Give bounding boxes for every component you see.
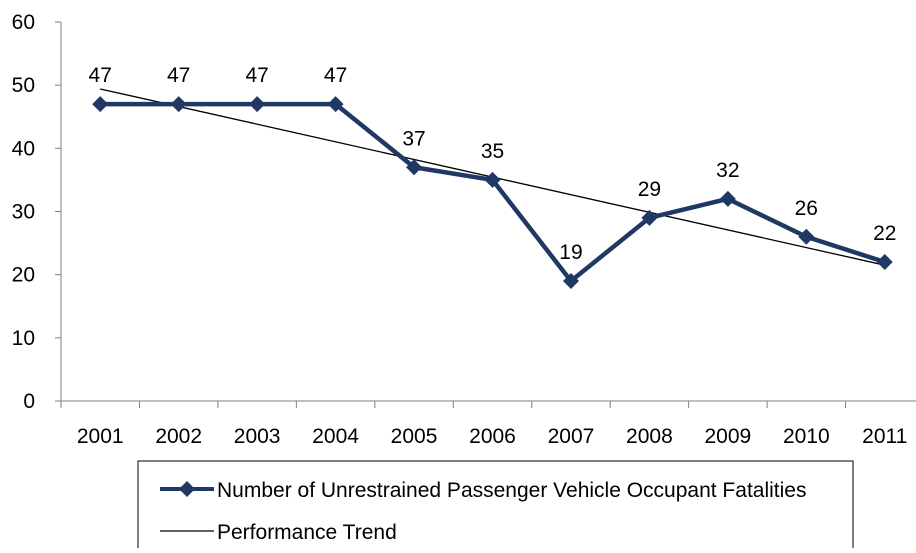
legend: Number of Unrestrained Passenger Vehicle… — [137, 460, 854, 553]
data-point-marker — [327, 96, 344, 113]
data-point-marker — [876, 254, 893, 271]
y-tick-label: 0 — [23, 390, 35, 413]
data-point-marker — [92, 96, 109, 113]
legend-label-trend: Performance Trend — [217, 521, 397, 544]
y-tick-label: 20 — [12, 264, 35, 287]
x-tick-label: 2009 — [705, 425, 752, 448]
x-tick-label: 2008 — [626, 425, 673, 448]
data-point-marker — [170, 96, 187, 113]
x-tick-label: 2005 — [391, 425, 438, 448]
data-series — [92, 96, 893, 289]
y-tick-label: 10 — [12, 327, 35, 350]
data-point-marker — [249, 96, 266, 113]
data-label: 26 — [795, 197, 818, 220]
y-tick-label: 30 — [12, 201, 35, 224]
data-label: 35 — [481, 140, 504, 163]
data-point-marker — [562, 272, 579, 289]
data-label: 47 — [324, 64, 347, 87]
data-label: 22 — [873, 222, 896, 245]
x-tick-label: 2007 — [548, 425, 595, 448]
x-tick-label: 2006 — [469, 425, 516, 448]
x-tick-label: 2010 — [783, 425, 830, 448]
data-label: 32 — [716, 159, 739, 182]
data-label: 29 — [638, 178, 661, 201]
legend-label-series: Number of Unrestrained Passenger Vehicle… — [217, 479, 806, 502]
data-point-marker — [484, 171, 501, 188]
data-label: 37 — [402, 127, 425, 150]
x-tick-label: 2011 — [862, 425, 907, 448]
data-label: 19 — [559, 241, 582, 264]
data-point-marker — [798, 228, 815, 245]
axes — [55, 21, 916, 408]
x-tick-label: 2003 — [234, 425, 281, 448]
series-line — [100, 101, 886, 284]
x-tick-label: 2004 — [312, 425, 359, 448]
x-tick-labels: 2001 2002 2003 2004 2005 2006 2007 2008 2009 2010… — [77, 425, 907, 448]
y-tick-label: 40 — [12, 137, 35, 160]
legend-swatch-marker-series — [179, 481, 195, 497]
data-label: 47 — [245, 64, 268, 87]
x-tick-label: 2002 — [155, 425, 202, 448]
data-label: 47 — [167, 64, 190, 87]
y-tick-labels: 0 10 20 30 40 50 60 — [12, 11, 35, 413]
data-label: 47 — [89, 64, 112, 87]
data-labels: 47 47 47 47 37 35 19 29 32 26 22 — [89, 64, 897, 264]
y-tick-label: 50 — [12, 74, 35, 97]
x-tick-label: 2001 — [77, 425, 124, 448]
data-point-marker — [641, 209, 658, 226]
data-point-marker — [406, 159, 423, 176]
y-tick-label: 60 — [12, 11, 35, 34]
data-point-marker — [719, 190, 736, 207]
legend-box — [137, 460, 854, 553]
